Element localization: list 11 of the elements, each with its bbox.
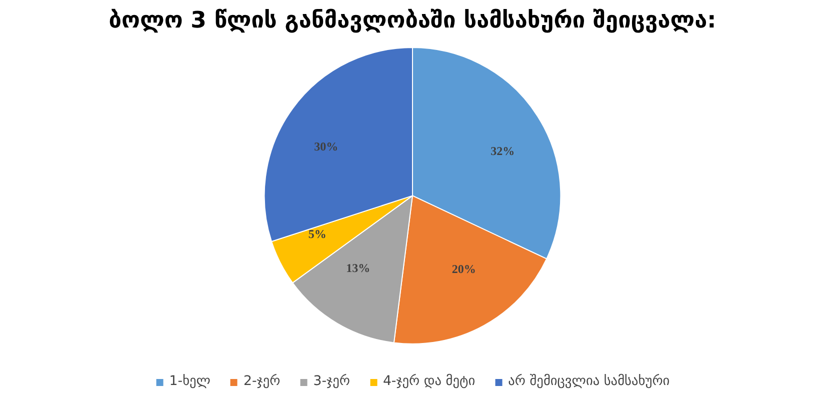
data-label: 13% [346,260,370,275]
chart-title: ბოლო 3 წლის განმავლობაში სამსახური შეიცვალა: [108,8,716,34]
data-label: 32% [490,144,515,158]
data-label: 30% [314,139,338,154]
legend-label: 3-ჯერ [313,374,350,389]
data-label: 20% [452,262,476,276]
legend-label: 2-ჯერ [244,374,280,389]
legend-label: არ შემიცვლია სამსახური [508,374,670,389]
legend-label: 1-ხელ [169,374,211,389]
legend-label: 4-ჯერ და მეტი [382,374,476,389]
data-label: 5% [308,226,326,241]
